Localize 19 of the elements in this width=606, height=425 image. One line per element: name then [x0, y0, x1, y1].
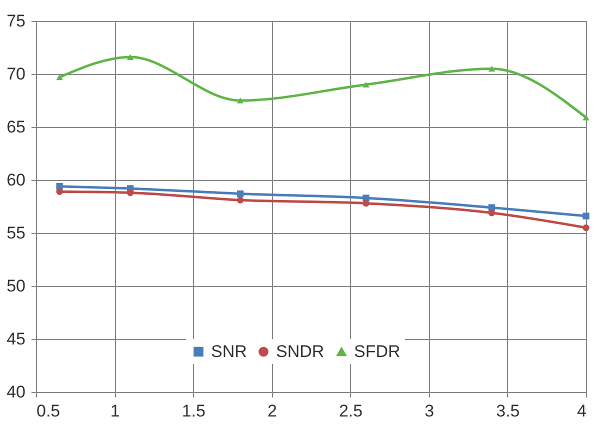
y-tick-label: 70 [6, 64, 26, 84]
x-tick-label: 1.5 [182, 402, 206, 420]
y-tick-label: 40 [6, 382, 26, 402]
x-tick-label: 3.5 [496, 402, 520, 420]
y-tick-label: 45 [6, 330, 26, 348]
x-tick-label: 2 [267, 402, 277, 420]
x-tick-label: 4 [577, 402, 586, 420]
y-tick-label: 60 [6, 170, 26, 190]
y-tick-label: 65 [6, 118, 26, 136]
legend-label: SNR [211, 342, 247, 361]
legend-label: SFDR [354, 342, 400, 361]
x-tick-label: 1 [110, 402, 120, 420]
y-tick-label: 50 [6, 276, 26, 296]
y-tick-label: 55 [6, 224, 26, 242]
y-tick-label: 75 [6, 12, 26, 30]
x-tick-label: 0.5 [36, 402, 60, 420]
x-tick-label: 3 [424, 402, 434, 420]
legend-label: SNDR [276, 342, 324, 361]
x-tick-label: 2.5 [338, 402, 363, 420]
